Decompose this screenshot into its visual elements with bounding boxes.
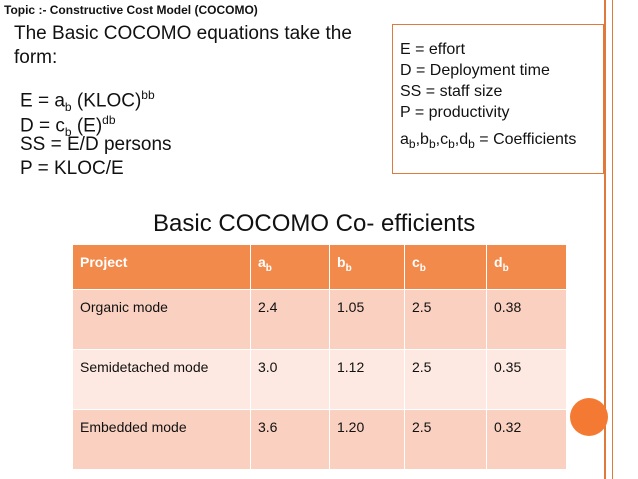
header-project: Project xyxy=(72,244,251,290)
slide-topic: Topic :- Constructive Cost Model (COCOMO… xyxy=(4,3,258,17)
eq-deployment-sup: db xyxy=(102,113,116,127)
coef-text: = Coefficients xyxy=(474,131,577,148)
cell-project: Semidetached mode xyxy=(72,349,251,410)
cell-cb: 2.5 xyxy=(404,349,487,410)
cell-bb: 1.05 xyxy=(329,289,405,350)
decorative-orange-circle xyxy=(570,398,608,436)
cell-project: Organic mode xyxy=(72,289,251,350)
table-header-row: Project ab bb cb db xyxy=(72,244,567,290)
coef-a-sub: b xyxy=(408,137,416,152)
header-bb: bb xyxy=(329,244,405,290)
table-row: Semidetached mode 3.0 1.12 2.5 0.35 xyxy=(72,349,567,410)
coef-sep-2: , xyxy=(435,131,441,148)
cell-db: 0.32 xyxy=(486,409,567,470)
slide-frame-outer xyxy=(612,0,613,479)
cell-cb: 2.5 xyxy=(404,289,487,350)
coef-c: c xyxy=(440,131,449,148)
cell-bb: 1.20 xyxy=(329,409,405,470)
coef-d: d xyxy=(459,131,469,148)
coef-a: a xyxy=(400,131,409,148)
coef-sep-3: , xyxy=(454,131,460,148)
eq-deployment-sub: b xyxy=(64,125,72,140)
header-ab: ab xyxy=(250,244,330,290)
equation-deployment: D = cb (E)db xyxy=(20,108,116,144)
slide-frame-inner xyxy=(604,0,606,479)
eq-effort-rhs: (KLOC) xyxy=(71,90,142,112)
coefficients-table: Project ab bb cb db Organic mode 2.4 1.0… xyxy=(72,244,567,470)
cell-db: 0.38 xyxy=(486,289,567,350)
intro-text: The Basic COCOMO equations take the form… xyxy=(14,23,352,68)
legend-effort: E = effort xyxy=(400,41,466,58)
table-row: Embedded mode 3.6 1.20 2.5 0.32 xyxy=(72,409,567,470)
equation-effort: E = ab (KLOC)bb xyxy=(20,83,155,119)
eq-deployment-lhs: D = c xyxy=(20,115,65,137)
coef-b-sub: b xyxy=(428,137,436,152)
cell-db: 0.35 xyxy=(486,349,567,410)
table-row: Organic mode 2.4 1.05 2.5 0.38 xyxy=(72,289,567,350)
cell-ab: 3.0 xyxy=(250,349,330,410)
equation-productivity: P = KLOC/E xyxy=(20,158,124,179)
coef-d-sub: b xyxy=(468,137,475,152)
legend-coefficients: ab,bb,cb,db = Coefficients xyxy=(400,129,603,155)
table-title: Basic COCOMO Co- efficients xyxy=(153,210,476,237)
legend-box: E = effort D = Deployment time SS = staf… xyxy=(392,24,604,174)
coef-c-sub: b xyxy=(448,137,455,152)
coef-sep-1: , xyxy=(415,131,421,148)
eq-effort-sub: b xyxy=(64,100,72,115)
legend-staff-size: SS = staff size xyxy=(400,83,503,100)
cell-bb: 1.12 xyxy=(329,349,405,410)
header-db: db xyxy=(486,244,567,290)
coef-b: b xyxy=(420,131,429,148)
legend-productivity: P = productivity xyxy=(400,104,510,121)
cell-project: Embedded mode xyxy=(72,409,251,470)
header-cb: cb xyxy=(404,244,487,290)
eq-effort-lhs: E = a xyxy=(20,90,65,112)
cell-cb: 2.5 xyxy=(404,409,487,470)
legend-deployment: D = Deployment time xyxy=(400,62,550,79)
equation-staff-size: SS = E/D persons xyxy=(20,134,172,155)
cell-ab: 2.4 xyxy=(250,289,330,350)
eq-deployment-rhs: (E) xyxy=(71,115,103,137)
cell-ab: 3.6 xyxy=(250,409,330,470)
eq-effort-sup: bb xyxy=(141,88,155,102)
